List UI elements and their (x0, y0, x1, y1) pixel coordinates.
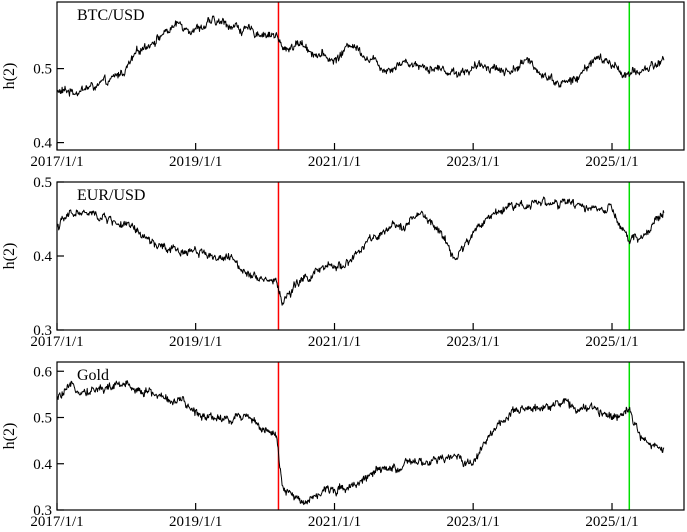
y-tick-label: 0.5 (33, 411, 52, 427)
series-line-0 (56, 380, 665, 506)
panel-2: 0.3 0.4 0.5 0.6 2017/1/1 2019/1/1 2021/1/1 2023… (1, 361, 685, 530)
y-tick-label: 0.3 (33, 323, 52, 339)
x-tick-label: 2023/1/1 (446, 514, 499, 530)
panel-0: 0.4 0.5 2017/1/1 2019/1/1 2021/1/1 2023/1/1 20… (1, 1, 685, 170)
series-line-0 (56, 196, 665, 306)
y-axis-label: h(2) (1, 63, 18, 90)
x-tick-label: 2025/1/1 (585, 334, 638, 350)
panel-title: BTC/USD (77, 7, 145, 24)
series-line-0 (56, 15, 665, 97)
y-tick-label: 0.5 (33, 175, 52, 191)
y-axis-label: h(2) (1, 423, 18, 450)
plot-frame (56, 1, 685, 151)
x-tick-label: 2019/1/1 (169, 154, 222, 170)
x-tick-label: 2017/1/1 (30, 514, 83, 530)
y-tick-label: 0.4 (33, 249, 52, 265)
x-tick-label: 2021/1/1 (308, 514, 361, 530)
x-tick-label: 2023/1/1 (446, 154, 499, 170)
panel-title: Gold (77, 367, 109, 384)
plot-frame (56, 181, 685, 331)
y-tick-label: 0.3 (33, 503, 52, 519)
x-tick-label: 2017/1/1 (30, 334, 83, 350)
plot-frame (56, 361, 685, 511)
x-tick-label: 2021/1/1 (308, 154, 361, 170)
y-tick-label: 0.6 (33, 364, 52, 380)
x-tick-label: 2019/1/1 (169, 334, 222, 350)
x-tick-label: 2017/1/1 (30, 154, 83, 170)
x-tick-label: 2023/1/1 (446, 334, 499, 350)
x-tick-label: 2021/1/1 (308, 334, 361, 350)
panel-title: EUR/USD (77, 187, 145, 204)
x-tick-label: 2019/1/1 (169, 514, 222, 530)
panel-1: 0.3 0.4 0.5 2017/1/1 2019/1/1 2021/1/1 2023/1/… (1, 175, 685, 350)
y-tick-label: 0.4 (33, 136, 52, 152)
y-tick-label: 0.4 (33, 457, 52, 473)
y-tick-label: 0.5 (33, 62, 52, 78)
x-tick-label: 2025/1/1 (585, 154, 638, 170)
y-axis-label: h(2) (1, 243, 18, 270)
x-tick-label: 2025/1/1 (585, 514, 638, 530)
